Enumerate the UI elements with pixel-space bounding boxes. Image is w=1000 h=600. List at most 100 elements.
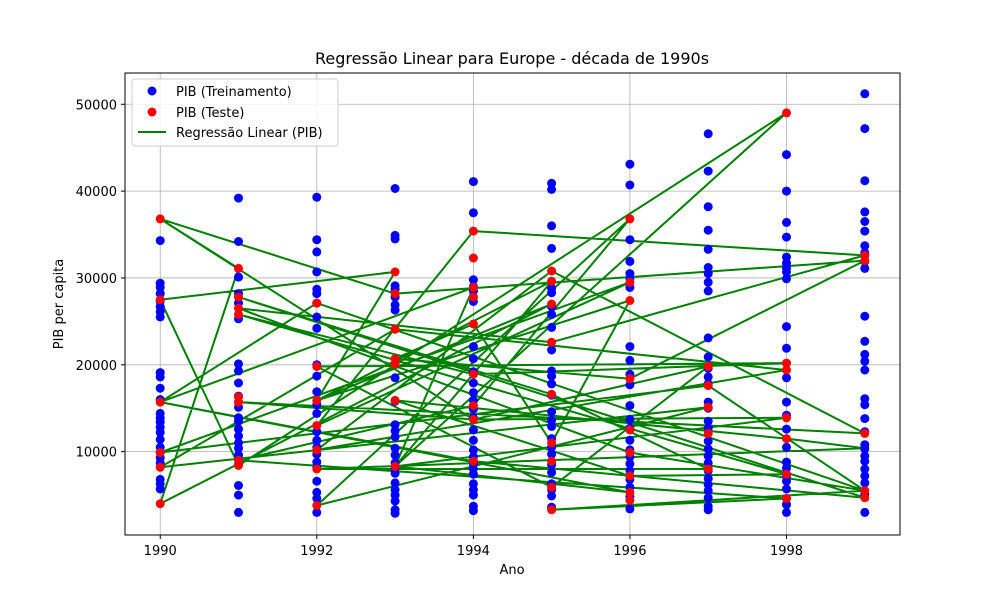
train-point xyxy=(625,256,635,266)
x-axis: 1990 1992 1994 1996 1998 xyxy=(144,535,803,559)
x-tick-label: 1996 xyxy=(613,544,646,559)
train-point xyxy=(547,491,557,501)
test-point xyxy=(625,277,635,287)
train-point xyxy=(155,383,165,393)
train-point xyxy=(860,478,870,488)
train-point xyxy=(390,496,400,506)
train-point xyxy=(547,221,557,231)
train-point xyxy=(703,493,713,503)
test-point xyxy=(155,295,165,305)
train-point xyxy=(234,481,243,490)
test-points xyxy=(155,108,870,515)
test-point xyxy=(468,369,478,379)
y-tick-label: 20000 xyxy=(76,359,117,374)
test-point xyxy=(625,214,635,224)
x-tick-label: 1992 xyxy=(300,544,333,559)
train-point xyxy=(390,478,400,488)
train-point xyxy=(625,459,635,469)
train-point xyxy=(547,449,557,459)
train-point xyxy=(547,322,557,332)
test-point xyxy=(860,428,870,438)
test-point xyxy=(625,495,635,505)
train-point xyxy=(468,208,478,218)
train-point xyxy=(468,425,478,435)
train-point xyxy=(782,274,791,284)
train-point xyxy=(782,442,791,452)
test-point xyxy=(782,358,791,368)
test-point xyxy=(390,359,400,369)
train-point xyxy=(155,372,165,382)
train-point xyxy=(312,312,322,322)
test-point xyxy=(547,266,557,276)
train-point xyxy=(155,435,165,444)
train-point xyxy=(390,234,400,244)
test-point xyxy=(547,482,557,492)
test-point xyxy=(468,319,478,329)
test-point xyxy=(625,448,635,457)
train-point xyxy=(312,408,322,418)
train-point xyxy=(703,225,713,235)
train-point xyxy=(547,243,557,253)
test-point xyxy=(703,381,713,391)
train-point xyxy=(547,371,557,381)
test-point xyxy=(860,493,870,503)
test-point xyxy=(625,296,635,305)
train-point xyxy=(860,241,870,251)
test-point xyxy=(782,108,791,118)
train-point xyxy=(860,356,870,366)
train-point xyxy=(390,443,400,453)
train-point xyxy=(390,432,400,442)
train-point xyxy=(782,232,791,242)
legend: PIB (Treinamento) PIB (Teste) Regressão … xyxy=(131,78,339,147)
train-point xyxy=(782,484,791,494)
train-point xyxy=(625,401,635,411)
train-point xyxy=(860,263,870,273)
train-point xyxy=(625,435,635,445)
test-point xyxy=(782,494,791,503)
train-point xyxy=(234,431,243,441)
train-point xyxy=(782,267,791,277)
train-point xyxy=(782,217,791,227)
train-point xyxy=(155,484,165,494)
test-point xyxy=(155,397,165,407)
train-point xyxy=(703,372,713,382)
test-point xyxy=(312,395,322,405)
train-point xyxy=(782,424,791,434)
plot-frame xyxy=(124,72,901,536)
test-point xyxy=(468,283,478,292)
x-tick-label: 1994 xyxy=(457,544,490,559)
test-point xyxy=(547,456,557,466)
train-point xyxy=(860,336,870,346)
train-point xyxy=(782,186,791,196)
train-point xyxy=(703,202,713,212)
train-point xyxy=(860,400,870,410)
x-tick-label: 1990 xyxy=(144,544,177,559)
legend-marker-train xyxy=(147,86,157,96)
train-point xyxy=(860,124,870,134)
train-point xyxy=(860,456,870,466)
test-point xyxy=(547,505,557,515)
test-point xyxy=(234,461,243,470)
train-point xyxy=(860,226,870,236)
train-point xyxy=(312,435,322,445)
test-point xyxy=(468,226,478,236)
train-point xyxy=(468,490,478,500)
train-point xyxy=(234,490,243,500)
train-point xyxy=(468,354,478,364)
train-point xyxy=(390,450,400,460)
test-point xyxy=(468,292,478,302)
test-point xyxy=(860,256,870,266)
train-point xyxy=(312,235,322,245)
test-point xyxy=(782,469,791,479)
train-point xyxy=(782,343,791,353)
train-point xyxy=(703,352,713,362)
train-point xyxy=(468,445,478,455)
train-point xyxy=(860,464,870,474)
train-point xyxy=(312,387,322,397)
train-point xyxy=(625,235,635,245)
train-point xyxy=(234,416,243,426)
train-point xyxy=(547,379,557,389)
train-point xyxy=(547,309,557,319)
train-point xyxy=(703,505,713,515)
y-tick-label: 30000 xyxy=(76,272,117,287)
